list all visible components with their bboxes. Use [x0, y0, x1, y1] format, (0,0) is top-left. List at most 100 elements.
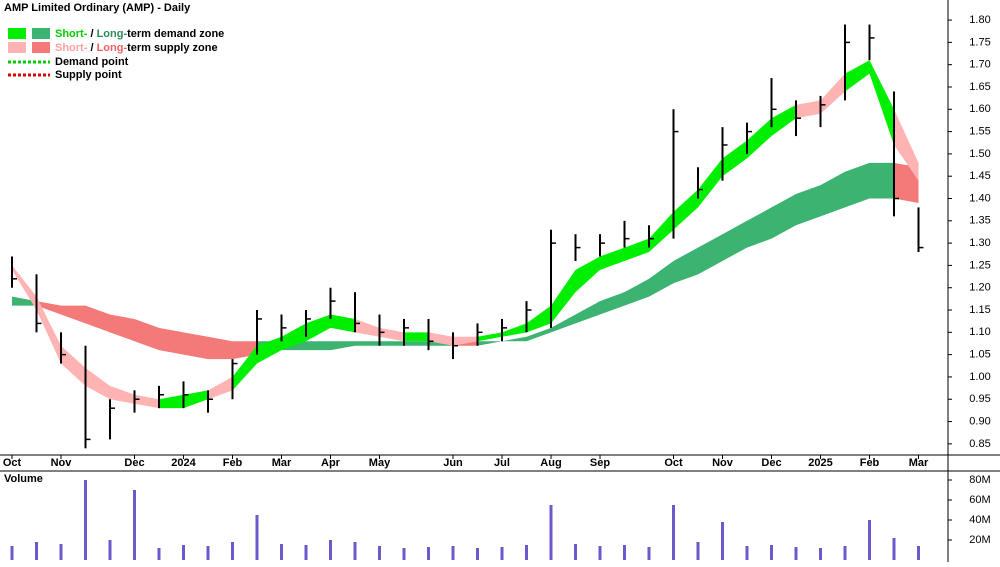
y-tick-label: 1.30 [969, 237, 990, 249]
volume-title: Volume [4, 473, 43, 485]
volume-bar [549, 505, 553, 560]
legend-part: term demand zone [127, 28, 224, 40]
x-tick-label: Oct [664, 457, 683, 469]
y-tick-label: 1.00 [969, 371, 990, 383]
y-tick-label: 1.10 [969, 326, 990, 338]
y-tick-label: 1.55 [969, 125, 990, 137]
volume-bar [525, 545, 528, 560]
y-tick-label: 1.80 [969, 14, 990, 26]
volume-bar [476, 548, 479, 560]
volume-bar [500, 547, 504, 560]
y-tick-label: 40M [969, 514, 990, 526]
volume-bar [451, 546, 455, 560]
volume-bar [255, 515, 259, 560]
volume-bar [794, 547, 798, 560]
y-tick-label: 1.35 [969, 215, 990, 227]
y-tick-label: 0.95 [969, 393, 990, 405]
short-band [208, 376, 233, 400]
x-tick-label: Feb [860, 457, 880, 469]
x-tick-label: Sep [590, 457, 610, 469]
volume-bar [280, 544, 283, 560]
legend-label: Short- / Long-term supply zone [55, 42, 218, 54]
volume-bar [917, 546, 920, 560]
x-tick-label: Dec [124, 457, 144, 469]
volume-bar [647, 547, 651, 560]
volume-bar [378, 546, 381, 560]
volume-bar [231, 542, 234, 560]
y-tick-label: 1.25 [969, 259, 990, 271]
x-tick-label: 2024 [171, 457, 196, 469]
x-tick-label: Jun [443, 457, 463, 469]
volume-bar [427, 547, 430, 560]
volume-bar [819, 548, 822, 560]
y-tick-label: 1.15 [969, 304, 990, 316]
volume-bar [206, 546, 210, 560]
x-tick-label: Feb [223, 457, 243, 469]
volume-bar [745, 546, 749, 560]
x-tick-label: Apr [321, 457, 341, 469]
y-tick-label: 1.05 [969, 349, 990, 361]
x-tick-label: Jul [494, 457, 510, 469]
volume-bar [157, 548, 161, 560]
long-band [36, 301, 257, 360]
volume-bar [59, 544, 63, 560]
x-tick-label: Nov [51, 457, 73, 469]
legend-label: Supply point [55, 69, 122, 81]
volume-bar [133, 490, 136, 560]
volume-bar [182, 545, 185, 560]
legend-part: Short- [55, 42, 88, 54]
y-tick-label: 0.85 [969, 438, 990, 450]
y-tick-label: 1.45 [969, 170, 990, 182]
y-tick-label: 1.20 [969, 282, 990, 294]
volume-bar [574, 544, 577, 560]
volume-bar [892, 538, 896, 560]
legend: Short- / Long-term demand zone Short- / … [8, 28, 224, 81]
x-tick-label: Mar [909, 457, 929, 469]
x-tick-label: Nov [712, 457, 734, 469]
volume-bar [598, 546, 602, 560]
volume-bar [353, 542, 357, 560]
x-tick-label: Mar [272, 457, 292, 469]
chart-title: AMP Limited Ordinary (AMP) - Daily [4, 2, 191, 14]
x-tick-label: 2025 [808, 457, 832, 469]
y-tick-label: 60M [969, 494, 990, 506]
legend-label: Demand point [55, 56, 129, 68]
volume-bar [868, 520, 871, 560]
x-tick-label: Oct [3, 457, 22, 469]
volume-bar [304, 545, 308, 560]
x-tick-label: Dec [761, 457, 781, 469]
long-band [12, 296, 37, 306]
y-tick-label: 1.60 [969, 103, 990, 115]
legend-swatch [32, 42, 50, 53]
y-tick-label: 20M [969, 534, 990, 546]
y-tick-label: 1.65 [969, 81, 990, 93]
volume-bar [402, 548, 406, 560]
legend-part: Long- [97, 28, 128, 40]
long-band [894, 162, 919, 203]
legend-part: term supply zone [127, 42, 217, 54]
volume-bar [84, 480, 87, 560]
long-band [477, 162, 894, 346]
volume-bar [35, 542, 38, 560]
y-tick-label: 1.40 [969, 192, 990, 204]
short-band [894, 109, 919, 181]
short-band [845, 60, 894, 145]
legend-part: Short- [55, 28, 88, 40]
x-tick-label: May [369, 457, 391, 469]
short-band [477, 104, 796, 342]
volume-bar [770, 545, 773, 560]
y-tick-label: 80M [969, 474, 990, 486]
volume-bar [672, 505, 675, 560]
legend-part: / [87, 42, 96, 54]
short-band [796, 73, 845, 119]
legend-part: Long- [97, 42, 128, 54]
y-tick-label: 0.90 [969, 415, 990, 427]
legend-swatch [8, 42, 26, 53]
x-tick-label: Aug [540, 457, 561, 469]
volume-bar [721, 522, 724, 560]
volume-bar [843, 546, 847, 560]
volume-bar [10, 546, 14, 560]
y-tick-label: 1.75 [969, 36, 990, 48]
short-band [404, 332, 429, 342]
